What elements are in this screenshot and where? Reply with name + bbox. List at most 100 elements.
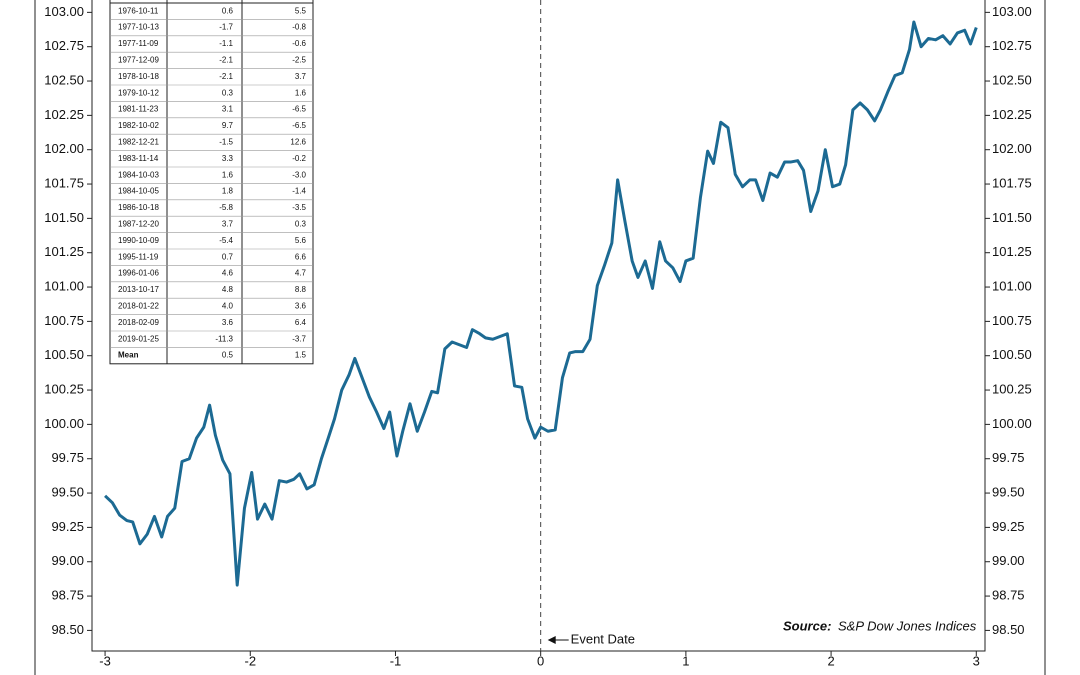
y-tick-label: 99.50 (51, 484, 84, 499)
table-cell: 1977-11-09 (118, 39, 159, 48)
table-cell: -11.3 (215, 334, 233, 343)
source-label: Source: (783, 618, 831, 633)
table-cell: 4.8 (222, 285, 234, 294)
y-tick-label: 98.50 (51, 622, 84, 637)
table-cell: 3.7 (295, 72, 307, 81)
table-cell: 6.4 (295, 318, 307, 327)
table-cell: 2019-01-25 (118, 334, 159, 343)
table-cell: -2.1 (219, 56, 233, 65)
table-cell: -1.5 (219, 138, 233, 147)
event-label: Event Date (571, 631, 635, 646)
table-cell: 1981-11-23 (118, 105, 159, 114)
table-cell: 1990-10-09 (118, 236, 159, 245)
table-cell: 1978-10-18 (118, 72, 159, 81)
table-cell: 12.6 (290, 138, 306, 147)
table-cell: 1986-10-18 (118, 203, 159, 212)
table-cell: -1.7 (219, 23, 233, 32)
table-cell: 1996-01-06 (118, 269, 159, 278)
table-cell: 5.6 (295, 236, 307, 245)
y-tick-label: 100.50 (44, 347, 84, 362)
table-cell: 8.8 (295, 285, 307, 294)
table-cell: 3.7 (222, 220, 234, 229)
table-cell: -3.7 (292, 334, 306, 343)
y2-tick-label: 103.00 (992, 4, 1032, 19)
table-cell: 0.5 (222, 351, 234, 360)
x-tick-label: -3 (99, 653, 111, 668)
y-tick-label: 101.25 (44, 244, 84, 259)
table-cell: -0.8 (292, 23, 306, 32)
y-tick-label: 102.25 (44, 107, 84, 122)
table-cell: 1.8 (222, 187, 234, 196)
y2-tick-label: 102.00 (992, 141, 1032, 156)
table-cell: 5.5 (295, 6, 307, 15)
table-cell: -6.5 (292, 121, 306, 130)
table-cell: 1983-11-14 (118, 154, 159, 163)
table-cell: 1987-12-20 (118, 220, 159, 229)
y2-tick-label: 98.75 (992, 588, 1025, 603)
table-cell: Mean (118, 351, 139, 360)
table-cell: 1.5 (295, 351, 307, 360)
y-tick-label: 101.00 (44, 278, 84, 293)
y2-tick-label: 100.75 (992, 313, 1032, 328)
y-tick-label: 102.50 (44, 72, 84, 87)
plot-frame (91, 0, 986, 652)
table-cell: 3.3 (222, 154, 234, 163)
y-tick-label: 99.75 (51, 450, 84, 465)
table-cell: 2018-02-09 (118, 318, 159, 327)
x-tick-label: 2 (827, 653, 834, 668)
y2-tick-label: 101.75 (992, 175, 1032, 190)
table-cell: -2.1 (219, 72, 233, 81)
y-tick-label: 99.25 (51, 519, 84, 534)
x-tick-label: -2 (244, 653, 256, 668)
table-cell: -0.6 (292, 39, 306, 48)
y-tick-label: 100.75 (44, 313, 84, 328)
y-tick-label: 101.75 (44, 175, 84, 190)
table-cell: -3.5 (292, 203, 306, 212)
y2-tick-label: 102.75 (992, 38, 1032, 53)
y-tick-label: 100.00 (44, 416, 84, 431)
table-cell: 1984-10-03 (118, 170, 159, 179)
y2-tick-label: 101.50 (992, 210, 1032, 225)
table-cell: -0.2 (292, 154, 306, 163)
y-tick-label: 103.00 (44, 4, 84, 19)
table-cell: 4.7 (295, 269, 307, 278)
table-cell: 3.6 (295, 302, 307, 311)
table-cell: -5.4 (219, 236, 233, 245)
table-cell: -1.1 (219, 39, 233, 48)
table-cell: 6.6 (295, 252, 307, 261)
y2-tick-label: 100.50 (992, 347, 1032, 362)
data-line (104, 20, 978, 587)
table-cell: 1976-10-11 (118, 6, 159, 15)
table-cell: 2018-01-22 (118, 302, 159, 311)
y2-tick-label: 98.50 (992, 622, 1025, 637)
table-cell: 9.7 (222, 121, 234, 130)
table-cell: 4.6 (222, 269, 234, 278)
table-cell: -1.4 (292, 187, 306, 196)
table-cell: 0.6 (222, 6, 234, 15)
table-cell: 1977-12-09 (118, 56, 159, 65)
y-tick-label: 98.75 (51, 588, 84, 603)
table-cell: 0.3 (295, 220, 307, 229)
table-cell: 2013-10-17 (118, 285, 159, 294)
source: S&P Dow Jones Indices (838, 618, 977, 633)
table-cell: 3.6 (222, 318, 234, 327)
y-tick-label: 100.25 (44, 381, 84, 396)
x-tick-label: 3 (973, 653, 980, 668)
y2-tick-label: 100.25 (992, 381, 1032, 396)
y2-tick-label: 99.00 (992, 553, 1025, 568)
x-tick-label: -1 (390, 653, 402, 668)
table-cell: 0.7 (222, 252, 234, 261)
x-tick-label: 1 (682, 653, 689, 668)
table-cell: 1.6 (222, 170, 234, 179)
table-cell: 1.6 (295, 88, 307, 97)
table-cell: -3.0 (292, 170, 306, 179)
x-tick-label: 0 (537, 653, 544, 668)
y2-tick-label: 101.00 (992, 278, 1032, 293)
table-cell: 1984-10-05 (118, 187, 159, 196)
y-tick-label: 102.75 (44, 38, 84, 53)
table-cell: 1982-10-02 (118, 121, 159, 130)
table-cell: 3.1 (222, 105, 234, 114)
y-tick-label: 101.50 (44, 210, 84, 225)
y-tick-label: 102.00 (44, 141, 84, 156)
